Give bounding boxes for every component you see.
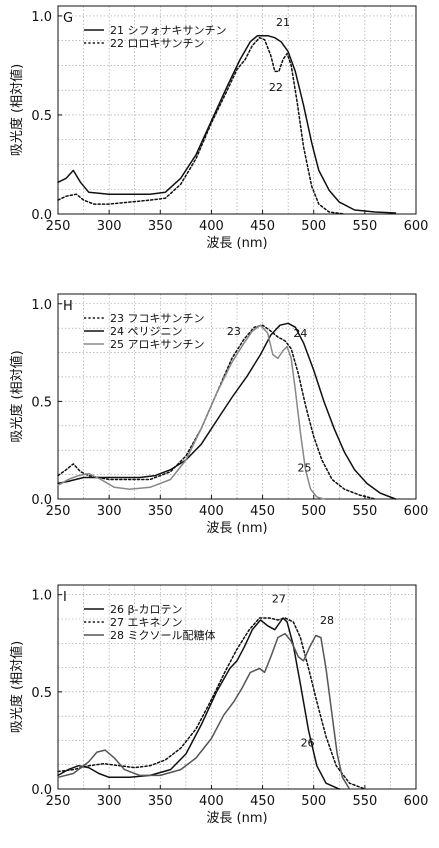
curve-annotation: 27 — [272, 592, 286, 605]
x-tick-label: 550 — [352, 504, 377, 519]
x-tick-label: 350 — [148, 219, 173, 234]
x-tick-label: 400 — [199, 504, 224, 519]
y-tick-label: 0.0 — [31, 783, 52, 798]
y-tick-label: 0.0 — [31, 208, 52, 223]
series-line-1 — [57, 34, 397, 214]
chart-panel-i: 250 300 350 400 450 500 550 600 0.0 0.5 1.0 波長 (nm)… — [9, 584, 429, 826]
series-line-3 — [57, 632, 351, 790]
curve-annotation: 21 — [276, 16, 290, 29]
y-tick-label: 1.0 — [31, 589, 52, 604]
curve-annotation: 25 — [298, 462, 312, 475]
panel-label: G — [63, 11, 73, 26]
x-tick-label: 500 — [301, 794, 326, 809]
x-tick-label: 500 — [301, 219, 326, 234]
y-tick-label: 1.0 — [31, 10, 52, 25]
panel-label: H — [63, 299, 73, 314]
series-line-3 — [57, 324, 325, 500]
x-tick-label: 550 — [352, 219, 377, 234]
legend-entry: 21 シフォナキサンチン — [110, 24, 227, 37]
y-tick-label: 0.5 — [31, 109, 52, 124]
legend-entry: 23 フコキサンチン — [110, 312, 205, 325]
legend-entry: 26 β-カロテン — [110, 603, 182, 616]
x-tick-label: 600 — [404, 504, 429, 519]
legend-entry: 25 アロキサンチン — [110, 338, 205, 351]
x-tick-label: 350 — [148, 504, 173, 519]
curve-annotation: 23 — [227, 325, 241, 338]
x-axis-label: 波長 (nm) — [206, 811, 267, 826]
legend-entry: 22 ロロキサンチン — [110, 37, 205, 50]
x-tick-label: 250 — [46, 794, 71, 809]
x-tick-label: 400 — [199, 794, 224, 809]
chart-panel-h: 250 300 350 400 450 500 550 600 0.0 0.5 1.0 波長 (nm)… — [9, 293, 429, 536]
legend-entry: 24 ペリジニン — [110, 325, 183, 338]
x-tick-label: 300 — [97, 219, 122, 234]
gridlines — [58, 294, 416, 499]
x-tick-label: 450 — [250, 794, 275, 809]
x-tick-label: 300 — [97, 794, 122, 809]
legend-entry: 27 エキネノン — [110, 616, 183, 629]
x-tick-label: 250 — [46, 219, 71, 234]
curve-annotation: 22 — [269, 81, 283, 94]
y-tick-label: 0.5 — [31, 686, 52, 701]
x-tick-label: 600 — [404, 794, 429, 809]
x-tick-label: 550 — [352, 794, 377, 809]
x-tick-label: 450 — [250, 219, 275, 234]
y-axis-label: 吸光度 (相対値) — [9, 64, 25, 156]
curve-annotation: 24 — [293, 327, 307, 340]
series-line-2 — [57, 36, 346, 215]
series-line-2 — [57, 617, 366, 790]
x-tick-label: 350 — [148, 794, 173, 809]
plot-frame — [57, 584, 417, 790]
plot-frame — [57, 293, 417, 500]
x-tick-label: 300 — [97, 504, 122, 519]
panel-label: I — [63, 590, 67, 605]
legend-entry: 28 ミクソール配糖体 — [110, 628, 216, 642]
series-line-2 — [57, 322, 397, 500]
x-tick-label: 500 — [301, 504, 326, 519]
curve-annotation: 28 — [320, 614, 334, 627]
x-axis-label: 波長 (nm) — [206, 236, 267, 251]
y-axis-label: 吸光度 (相対値) — [9, 641, 25, 733]
plot-frame — [57, 5, 417, 215]
y-tick-label: 0.0 — [31, 493, 52, 508]
x-tick-label: 400 — [199, 219, 224, 234]
x-tick-label: 250 — [46, 504, 71, 519]
y-tick-label: 1.0 — [31, 298, 52, 313]
curve-annotation: 26 — [301, 736, 315, 749]
x-tick-label: 450 — [250, 504, 275, 519]
x-axis-label: 波長 (nm) — [206, 521, 267, 536]
y-axis-label: 吸光度 (相対値) — [9, 350, 25, 442]
x-tick-label: 600 — [404, 219, 429, 234]
chart-panel-g: 250 300 350 400 450 500 550 600 0.0 0.5 1.0 波長 (nm)… — [9, 5, 429, 251]
y-tick-label: 0.5 — [31, 395, 52, 410]
series-line-1 — [57, 617, 341, 790]
